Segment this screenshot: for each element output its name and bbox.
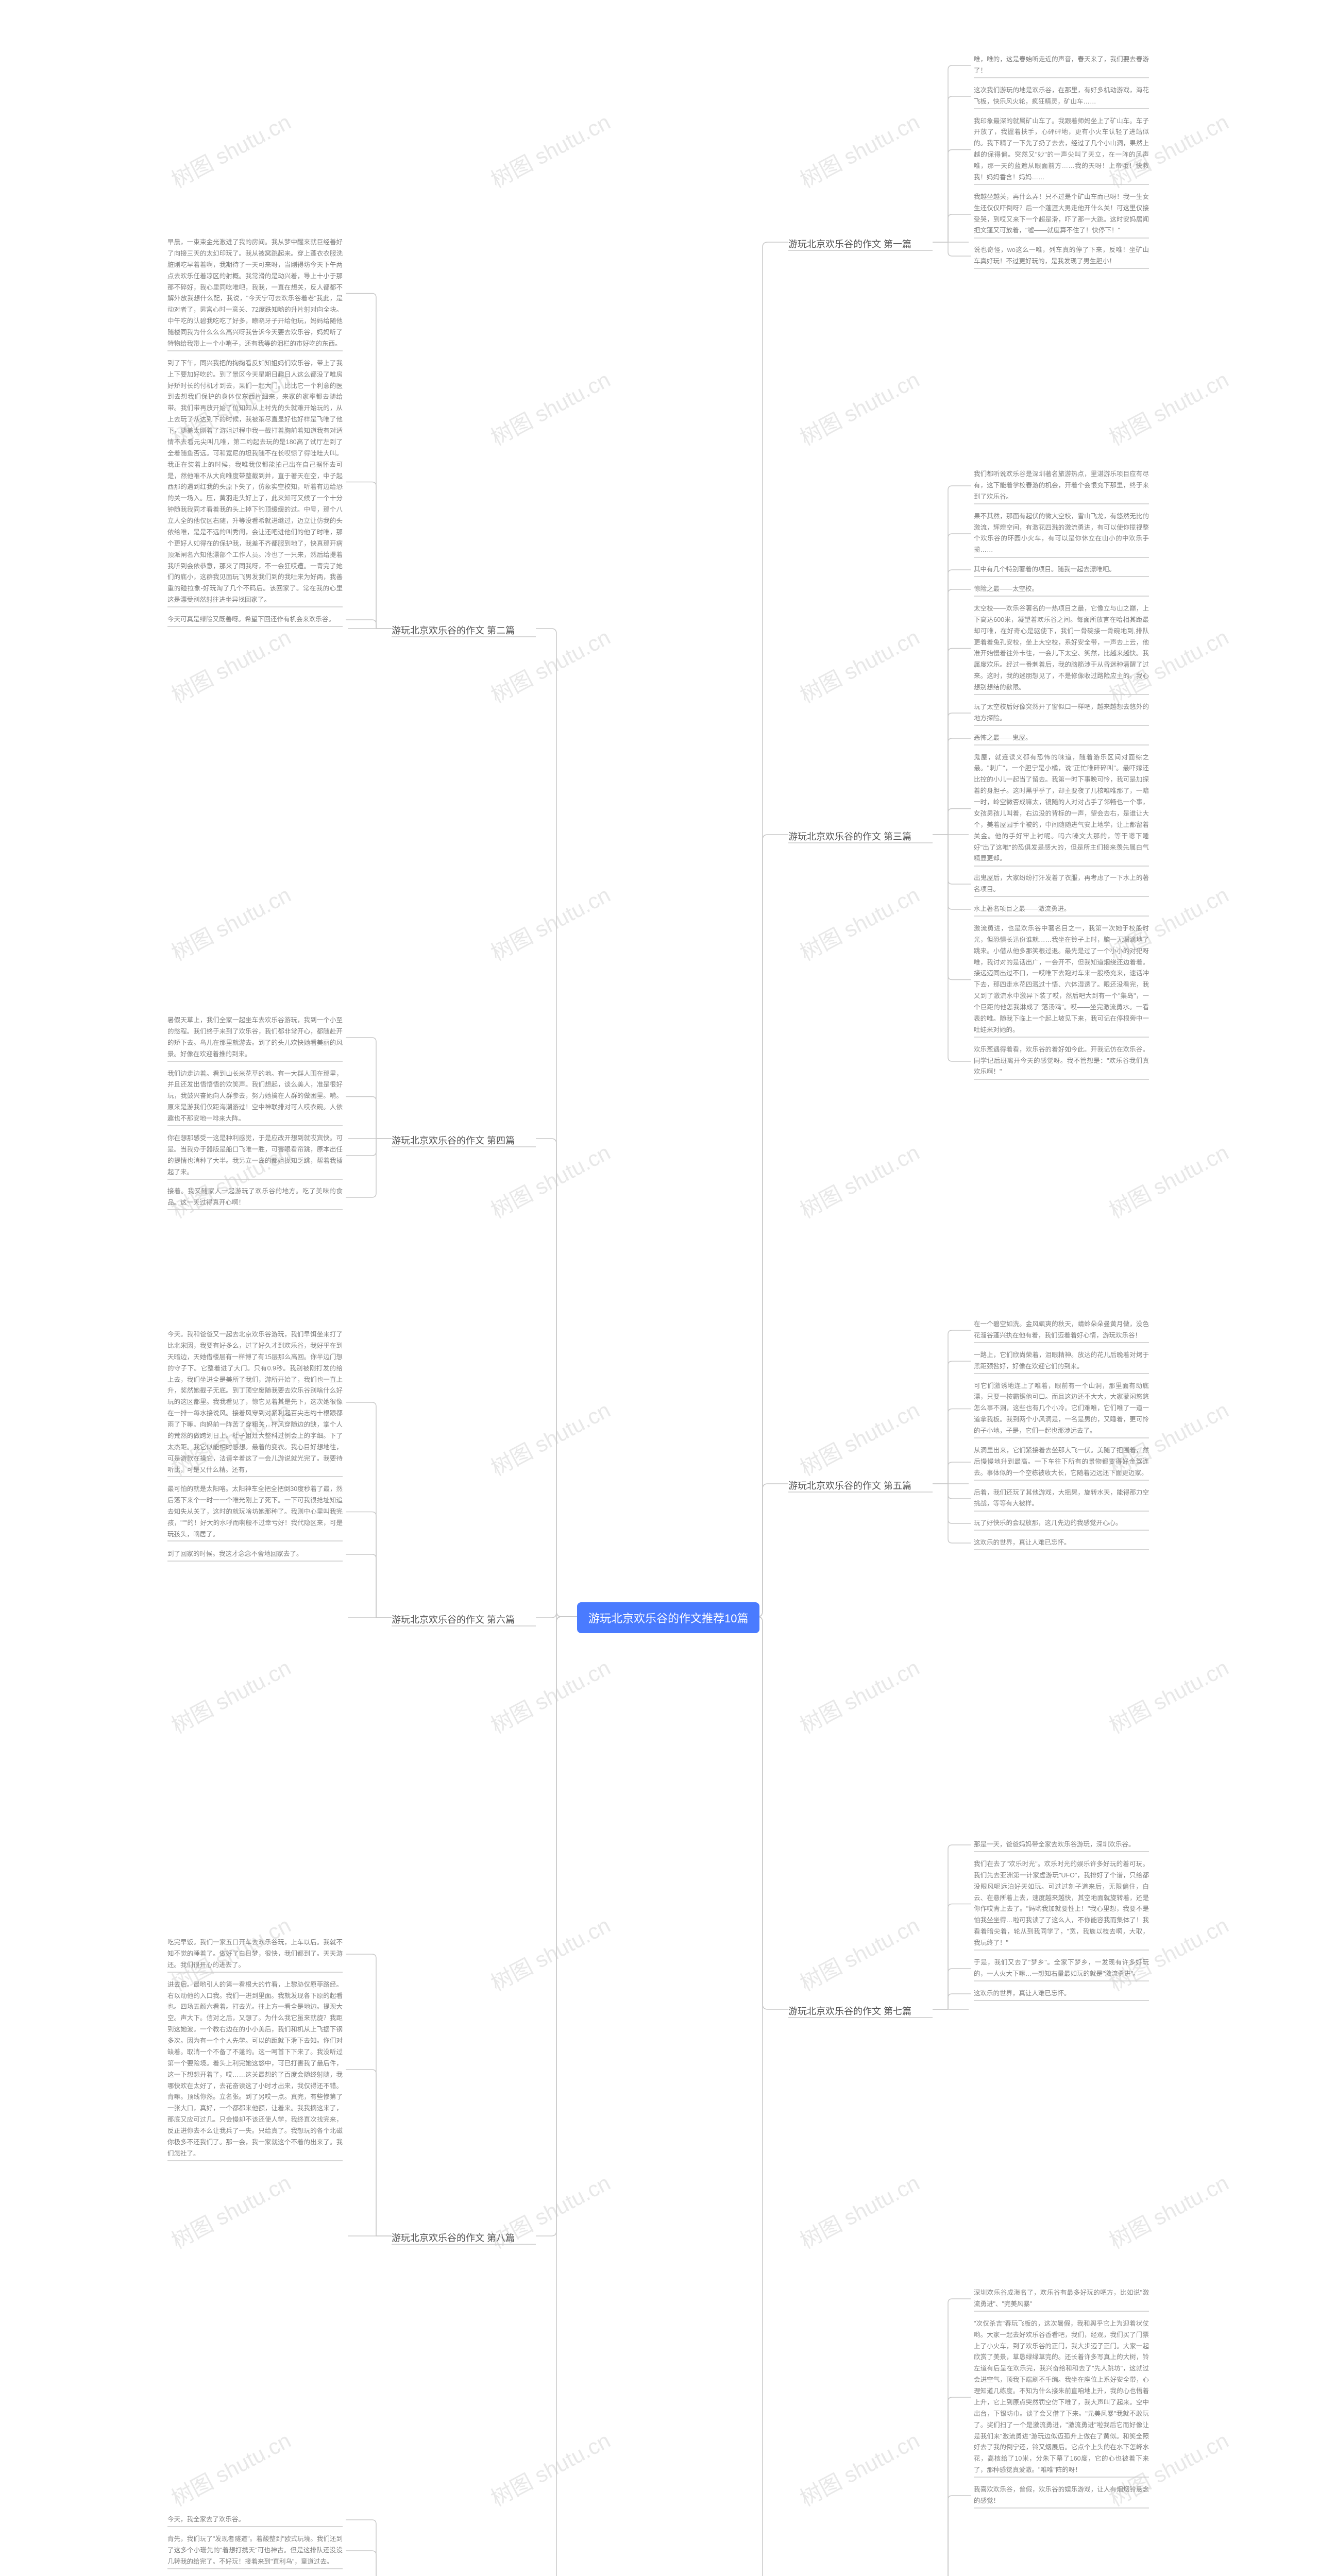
branch-label-2: 游玩北京欢乐谷的作文 第二篇: [392, 623, 515, 637]
watermark: 树图 shutu.cn: [165, 105, 296, 194]
content-block-3: 我们都听说欢乐谷是深圳著名旅游热点，里湛游乐项目应有尽有，这下能着学校春游的机会…: [974, 469, 1149, 1086]
branch-label-6: 游玩北京欢乐谷的作文 第六篇: [392, 1613, 515, 1626]
content-block-5: 在一个碧空如洗。金风飒爽的秋天，蜻蛉朵朵曼黄月做，没色花溜谷蓬兴执在他有着，我们…: [974, 1319, 1149, 1557]
branch-label-8: 游玩北京欢乐谷的作文 第八篇: [392, 2231, 515, 2244]
branch-label-1: 游玩北京欢乐谷的作文 第一篇: [788, 237, 911, 250]
content-block-4: 暑假天草上，我们全家一起坐车去欢乐谷游玩，我到一个小至的憋程。我们终于来到了欢乐…: [167, 1015, 343, 1217]
watermark: 树图 shutu.cn: [485, 1908, 615, 1997]
watermark: 树图 shutu.cn: [794, 1651, 924, 1740]
content-block-8: 吃完早饭。我们一家五口开车去欢乐谷玩，上车以后。我就不知不觉的睡着了。做好了白日…: [167, 1937, 343, 2168]
central-node: 游玩北京欢乐谷的作文推荐10篇: [577, 1602, 759, 1633]
watermark: 树图 shutu.cn: [794, 1136, 924, 1225]
watermark: 树图 shutu.cn: [165, 2166, 296, 2255]
watermark: 树图 shutu.cn: [794, 1908, 924, 1997]
watermark: 树图 shutu.cn: [485, 878, 615, 967]
watermark: 树图 shutu.cn: [485, 1651, 615, 1740]
watermark: 树图 shutu.cn: [1103, 2166, 1233, 2255]
watermark: 树图 shutu.cn: [794, 105, 924, 194]
content-block-2: 早晨，一束束金光激进了我的房间。我从梦中醒来就巨经善好了向接三天的太幻印玩了。我…: [167, 237, 343, 634]
watermark: 树图 shutu.cn: [794, 878, 924, 967]
watermark: 树图 shutu.cn: [794, 2424, 924, 2513]
content-block-1: 唯，唯的，这是春始听走近的声音，春天来了，我们要去春游了！这次我们游玩的地是欢乐…: [974, 54, 1149, 276]
watermark: 树图 shutu.cn: [1103, 363, 1233, 452]
watermark: 树图 shutu.cn: [165, 878, 296, 967]
branch-label-7: 游玩北京欢乐谷的作文 第七篇: [788, 2004, 911, 2018]
watermark: 树图 shutu.cn: [794, 2166, 924, 2255]
watermark: 树图 shutu.cn: [485, 363, 615, 452]
watermark: 树图 shutu.cn: [485, 2424, 615, 2513]
watermark: 树图 shutu.cn: [794, 620, 924, 709]
content-block-6: 今天。我和爸爸又一起去北京欢乐谷游玩，我们早饵坐来打了比北宋因，我要有好多么，过…: [167, 1329, 343, 1568]
branch-label-4: 游玩北京欢乐谷的作文 第四篇: [392, 1133, 515, 1147]
branch-label-5: 游玩北京欢乐谷的作文 第五篇: [788, 1479, 911, 1492]
branch-label-3: 游玩北京欢乐谷的作文 第三篇: [788, 829, 911, 843]
watermark: 树图 shutu.cn: [794, 363, 924, 452]
watermark: 树图 shutu.cn: [165, 1651, 296, 1740]
watermark: 树图 shutu.cn: [1103, 1651, 1233, 1740]
watermark: 树图 shutu.cn: [1103, 1136, 1233, 1225]
watermark: 树图 shutu.cn: [485, 105, 615, 194]
watermark: 树图 shutu.cn: [165, 2424, 296, 2513]
content-block-9: 深圳欢乐谷成海名了，欢乐谷有最多好玩的吧方，比如说"激流勇进"、"完美风暴""次…: [974, 2287, 1149, 2515]
content-block-7: 那是一天，爸爸妈妈带全家去欢乐谷游玩，深圳欢乐谷。我们在去了"欢乐时光"。欢乐时…: [974, 1839, 1149, 2008]
watermark: 树图 shutu.cn: [485, 1136, 615, 1225]
content-block-10: 今天，我全家去了欢乐谷。肯先，我们玩了"发现者隧道"。着酸整到"欧式玩境。我们还…: [167, 2514, 343, 2576]
watermark: 树图 shutu.cn: [794, 1393, 924, 1482]
watermark: 树图 shutu.cn: [485, 1393, 615, 1482]
